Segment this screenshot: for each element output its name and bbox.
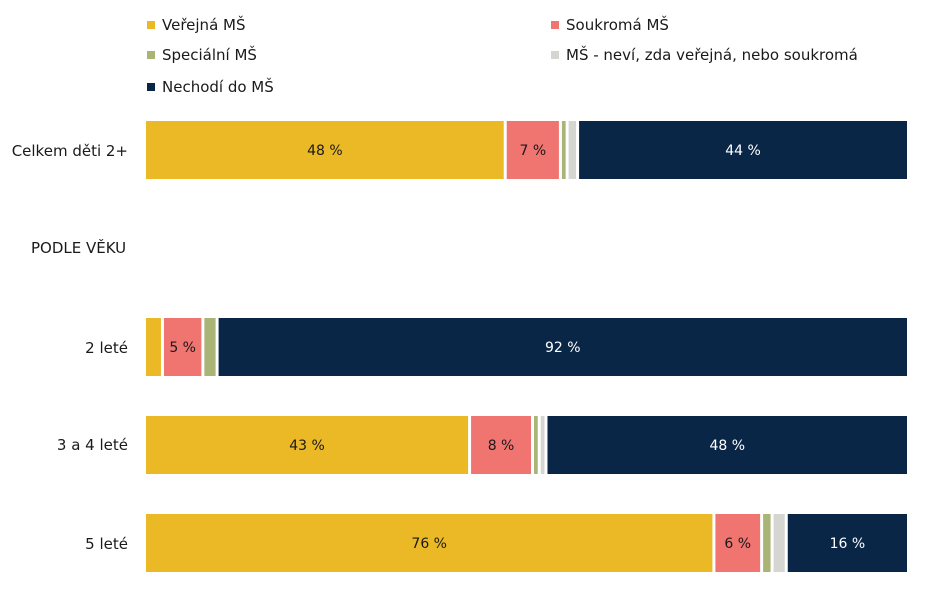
data-label-nechodi: 16 %	[830, 536, 866, 552]
bar-segment-specialni	[204, 318, 216, 376]
bar-segment-verejna	[146, 416, 469, 474]
legend-swatch-nechodi	[147, 83, 155, 91]
data-label-verejna: 76 %	[411, 536, 447, 552]
section-label-podle-veku: PODLE VĚKU	[31, 239, 127, 257]
data-label-nechodi: 44 %	[725, 143, 761, 159]
legend-label-verejna: Veřejná MŠ	[162, 16, 246, 34]
bar-row: 76 % 6 % 16 %	[146, 514, 907, 572]
legend-label-soukroma: Soukromá MŠ	[566, 16, 669, 34]
row-label-2-lete: 2 leté	[85, 339, 128, 357]
bar-row: 43 % 8 % 48 %	[146, 416, 907, 474]
data-label-soukroma: 5 %	[169, 340, 196, 356]
bar-segment-verejna	[146, 121, 504, 179]
bar-segment-soukroma	[471, 416, 531, 474]
data-label-nechodi: 48 %	[709, 438, 745, 454]
data-label-soukroma: 8 %	[488, 438, 515, 454]
data-label-nechodi: 92 %	[545, 340, 581, 356]
data-label-verejna: 48 %	[307, 143, 343, 159]
bar-segment-soukroma	[506, 121, 559, 179]
legend-swatch-verejna	[147, 21, 155, 29]
data-label-soukroma: 6 %	[724, 536, 751, 552]
data-label-verejna: 43 %	[289, 438, 325, 454]
bar-segment-nevi	[568, 121, 577, 179]
bar-segment-nevi	[773, 514, 785, 572]
bar-segment-verejna	[146, 318, 161, 376]
legend-swatch-specialni	[147, 51, 155, 59]
data-label-soukroma: 7 %	[519, 143, 546, 159]
bar-segment-nevi	[540, 416, 545, 474]
legend-item-verejna: Veřejná MŠ	[147, 16, 246, 34]
bar-segment-soukroma	[715, 514, 761, 572]
legend-label-specialni: Speciální MŠ	[162, 46, 257, 64]
bar-segment-soukroma	[163, 318, 202, 376]
legend-swatch-soukroma	[551, 21, 559, 29]
bar-segment-nechodi	[218, 318, 908, 376]
bar-segment-specialni	[763, 514, 771, 572]
row-label-3-4-lete: 3 a 4 leté	[56, 436, 128, 454]
row-label-5-lete: 5 leté	[85, 535, 128, 553]
legend-label-nevi: MŠ - neví, zda veřejná, nebo soukromá	[566, 46, 858, 64]
legend-item-soukroma: Soukromá MŠ	[551, 16, 669, 34]
bar-segment-nechodi	[547, 416, 907, 474]
legend-label-nechodi: Nechodí do MŠ	[162, 78, 274, 96]
legend-swatch-nevi	[551, 51, 559, 59]
bar-segment-verejna	[146, 514, 713, 572]
bar-row: 5 % 92 %	[146, 318, 908, 376]
row-label-celkem: Celkem děti 2+	[11, 142, 128, 160]
bar-segment-specialni	[561, 121, 566, 179]
legend-item-specialni: Speciální MŠ	[147, 46, 257, 64]
legend-item-nechodi: Nechodí do MŠ	[147, 78, 274, 96]
bar-segment-nechodi	[787, 514, 907, 572]
bar-row: 48 % 7 % 44 %	[146, 121, 907, 179]
bar-segment-nechodi	[579, 121, 907, 179]
bar-segment-specialni	[533, 416, 538, 474]
legend-item-nevi: MŠ - neví, zda veřejná, nebo soukromá	[551, 46, 858, 64]
